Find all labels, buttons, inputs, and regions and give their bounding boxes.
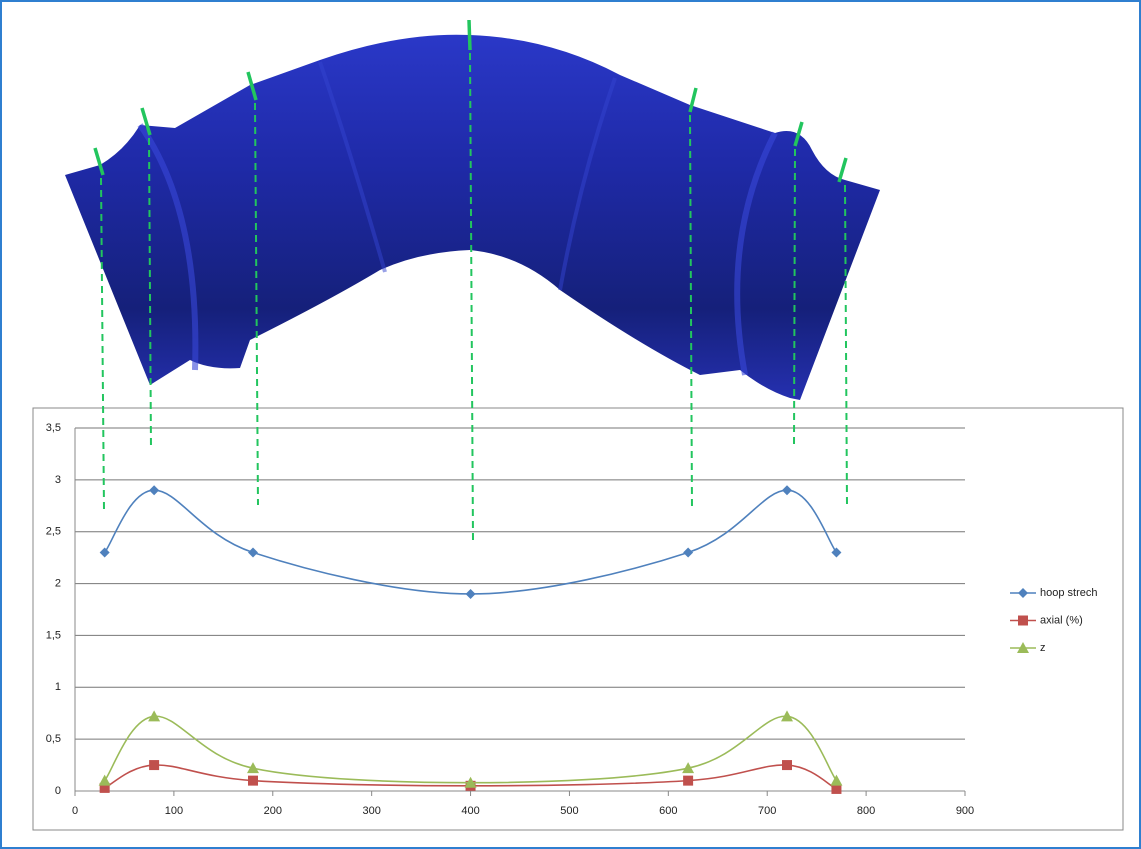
- marker: [149, 760, 159, 770]
- y-tick-label: 3: [55, 474, 61, 486]
- marker: [1018, 616, 1028, 626]
- y-tick-label: 1: [55, 681, 61, 693]
- legend-label: z: [1040, 642, 1046, 654]
- x-tick-label: 100: [165, 805, 183, 817]
- y-tick-label: 0: [55, 785, 61, 797]
- x-tick-label: 700: [758, 805, 776, 817]
- x-tick-label: 300: [362, 805, 380, 817]
- y-tick-label: 2,5: [46, 526, 61, 538]
- y-tick-label: 3,5: [46, 422, 61, 434]
- marker: [683, 776, 693, 786]
- x-tick-label: 800: [857, 805, 875, 817]
- page: 0 0,5 1 1,5 2 2,5 3 3,5 0 100 200 300 400 500 600 700 80…: [0, 0, 1141, 849]
- legend-label: hoop strech: [1040, 587, 1097, 599]
- x-tick-label: 900: [956, 805, 974, 817]
- y-tick-label: 1,5: [46, 629, 61, 641]
- legend-label: axial (%): [1040, 614, 1083, 626]
- y-tick-label: 0,5: [46, 733, 61, 745]
- marker: [782, 760, 792, 770]
- x-tick-label: 0: [72, 805, 78, 817]
- x-tick-label: 200: [264, 805, 282, 817]
- x-tick-label: 500: [560, 805, 578, 817]
- x-tick-label: 400: [461, 805, 479, 817]
- marker: [248, 776, 258, 786]
- y-tick-label: 2: [55, 577, 61, 589]
- x-tick-label: 600: [659, 805, 677, 817]
